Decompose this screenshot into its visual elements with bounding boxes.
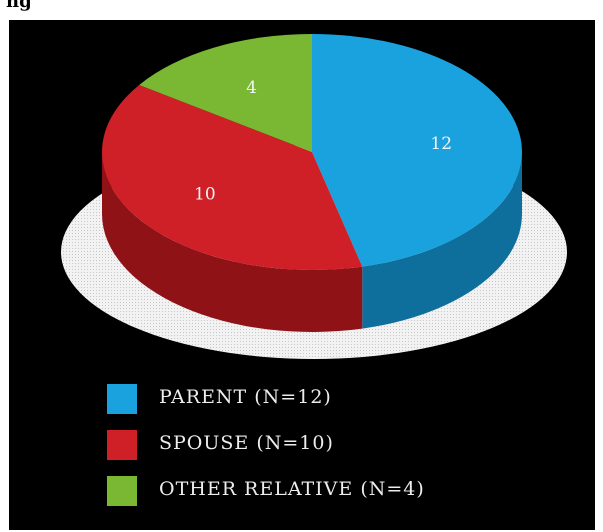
- data-label-other-relative: 4: [246, 78, 257, 98]
- pie-slice-parent: [312, 34, 523, 267]
- pie-side-parent: [362, 152, 522, 329]
- data-label-spouse: 10: [194, 185, 216, 205]
- legend-swatch-spouse: [107, 430, 137, 460]
- legend-swatch-other-relative: [107, 476, 137, 506]
- pie-slice-other-relative: [139, 33, 312, 152]
- legend-label-parent: PARENT (N=12): [159, 386, 332, 408]
- legend-swatch-parent: [107, 384, 137, 414]
- legend-item-spouse: SPOUSE (N=10): [107, 430, 527, 460]
- cropped-heading-text: ng: [6, 0, 32, 12]
- pie-slices: [101, 33, 523, 332]
- legend-label-other-relative: OTHER RELATIVE (N=4): [159, 478, 425, 500]
- legend-item-parent: PARENT (N=12): [107, 384, 527, 414]
- legend-label-spouse: SPOUSE (N=10): [159, 432, 334, 454]
- pie-side-spouse: [102, 152, 363, 332]
- top-cropped-text: ng: [0, 0, 603, 20]
- legend-item-other-relative: OTHER RELATIVE (N=4): [107, 476, 527, 506]
- pie-slice-spouse: [101, 84, 363, 271]
- pie-data-labels: 12 10 4: [194, 78, 452, 204]
- data-label-parent: 12: [430, 134, 452, 154]
- pie-chart: 12 10 4: [61, 33, 567, 359]
- chart-panel: 12 10 4 PARENT (N=12) SPOUSE (N=10) OTHER RE…: [9, 20, 595, 530]
